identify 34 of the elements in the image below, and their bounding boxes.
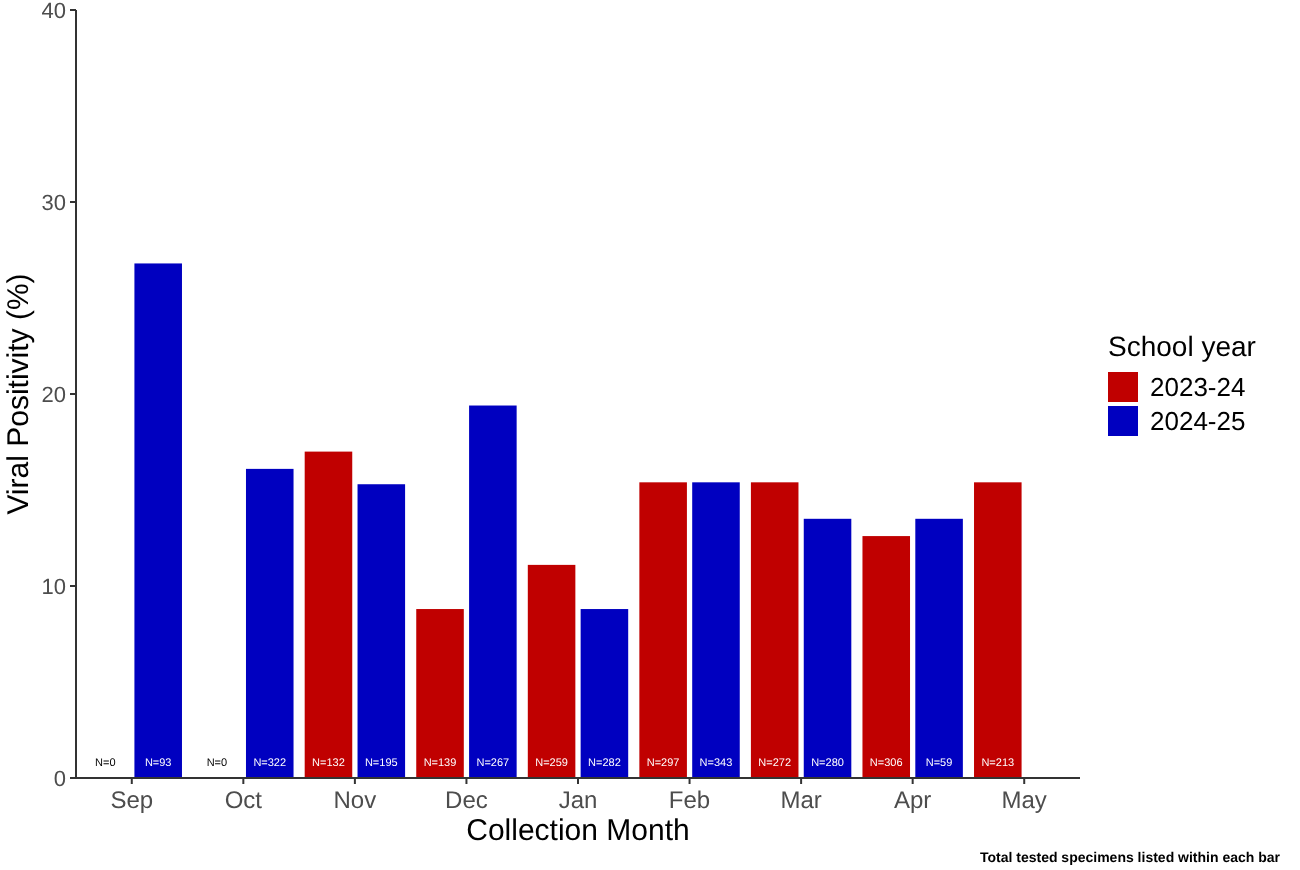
x-tick-label: Dec (445, 786, 488, 814)
bar (639, 482, 687, 778)
bar (974, 482, 1022, 778)
bar (245, 468, 294, 778)
x-tick-label: May (1001, 786, 1047, 814)
bar (862, 536, 911, 778)
bar (134, 263, 182, 778)
y-tick-label: 40 (41, 0, 66, 24)
bar (750, 482, 799, 778)
legend-title: School year (1108, 330, 1257, 362)
bar (692, 482, 740, 778)
x-tick-label: Apr (893, 786, 932, 814)
bar (469, 405, 517, 778)
x-tick-label: Oct (224, 786, 264, 814)
x-tick-label: Feb (668, 786, 711, 814)
x-tick-label: Mar (780, 786, 822, 814)
legend-label: 2024-25 (1150, 406, 1246, 436)
y-tick-label: 30 (41, 191, 66, 216)
bar (416, 609, 464, 778)
bar (357, 484, 406, 778)
y-axis-title: Viral Positivity (%) (2, 273, 36, 515)
y-tick-label: 10 (41, 575, 66, 600)
bar (304, 451, 353, 778)
x-tick-label: Sep (110, 786, 154, 814)
bar (580, 609, 629, 778)
y-tick-label: 0 (53, 767, 66, 792)
legend-label: 2023-24 (1150, 372, 1246, 402)
x-tick-label: Jan (558, 786, 598, 814)
y-tick-label: 20 (41, 383, 66, 408)
bar (915, 518, 963, 778)
x-axis-title: Collection Month (466, 814, 690, 848)
bar (803, 518, 852, 778)
x-tick-label: Nov (333, 786, 377, 814)
bar (527, 564, 576, 778)
